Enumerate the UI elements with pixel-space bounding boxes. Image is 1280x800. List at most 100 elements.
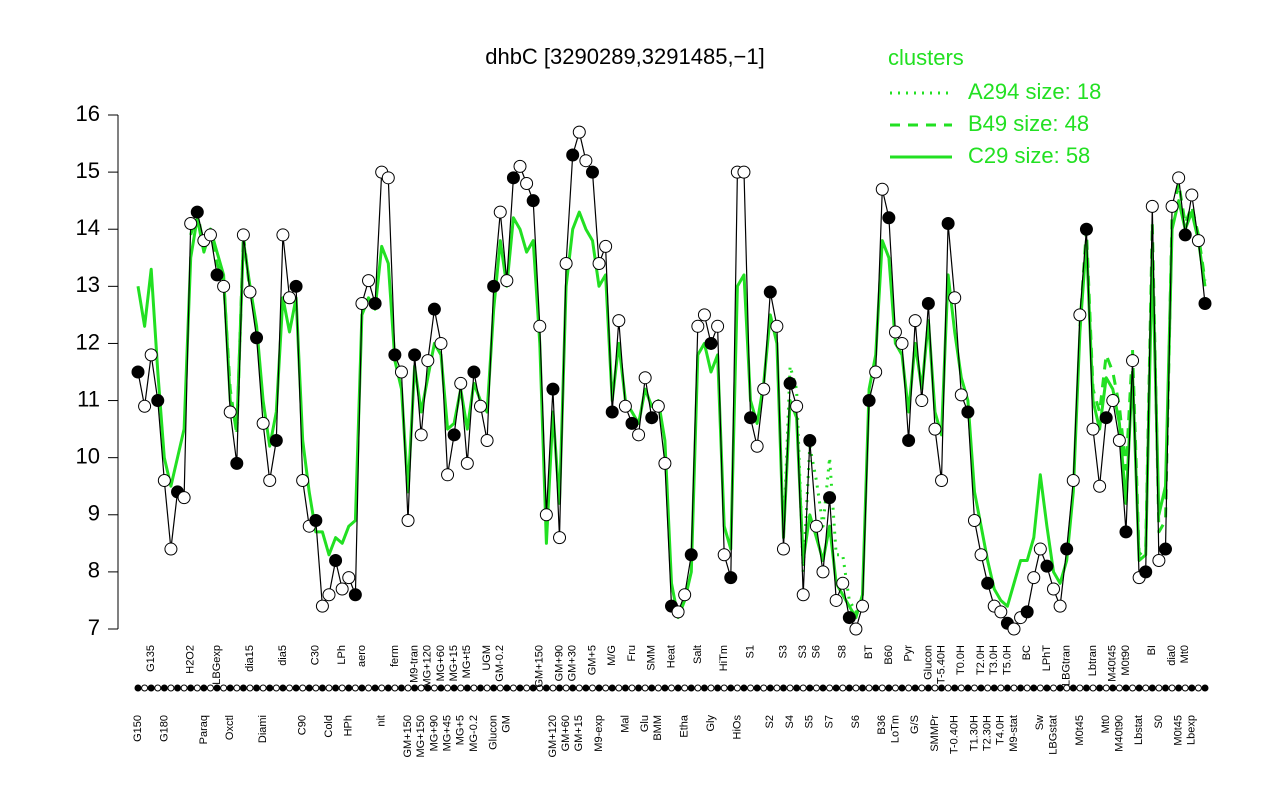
x-tick-dot [621,684,629,692]
x-tick-dot [1089,684,1097,692]
data-point [566,148,580,162]
x-tick-dot [318,684,326,692]
x-tick-dot [575,684,583,692]
data-point [776,542,790,556]
x-tick-label: C30 [310,645,322,665]
x-tick-dot [608,684,616,692]
x-tick-dot [700,684,708,692]
data-point [342,571,356,585]
data-point [829,593,843,607]
x-tick-label: GM+30 [567,645,579,681]
x-tick-dot [476,684,484,692]
x-tick-label: MG+45 [441,715,453,751]
x-tick-label: S3 [777,645,789,658]
data-point [1073,308,1087,322]
x-tick-label: Mal [619,715,631,733]
x-tick-label: SMMPr [929,715,941,752]
data-point [1099,411,1113,425]
x-tick-dot [641,684,649,692]
x-tick-dot [1069,684,1077,692]
x-tick-label: MG+15 [448,645,460,681]
x-tick-dot [1056,684,1064,692]
x-tick-dot [1076,684,1084,692]
x-tick-dot [760,684,768,692]
x-tick-label: BC [1021,645,1033,660]
x-tick-dot [1102,684,1110,692]
y-tick-label: 10 [76,443,100,468]
data-point [928,422,942,436]
data-point [572,125,586,139]
x-tick-dot [615,684,623,692]
x-tick-dot [733,684,741,692]
data-point [1053,599,1067,613]
x-tick-dot [747,684,755,692]
data-point [1033,542,1047,556]
x-tick-dot [457,684,465,692]
x-tick-dot [437,684,445,692]
x-tick-dot [569,684,577,692]
data-point [460,456,474,470]
data-point [671,605,685,619]
data-point [282,291,296,305]
data-point [263,474,277,488]
data-point [882,211,896,225]
x-tick-dot [964,684,972,692]
x-tick-dot [556,684,564,692]
data-point [487,279,501,293]
x-tick-dot [635,684,643,692]
x-tick-dot [648,684,656,692]
x-tick-label: GM+150 [402,715,414,758]
x-tick-dot [872,684,880,692]
x-tick-dot [674,684,682,692]
x-tick-dot [167,684,175,692]
x-tick-label: GM+120 [547,715,559,758]
x-tick-dot [1168,684,1176,692]
data-point [546,382,560,396]
x-tick-dot [1036,684,1044,692]
cluster-line [782,364,864,614]
x-tick-dot [503,684,511,692]
data-point [362,274,376,288]
x-tick-dot [891,684,899,692]
x-tick-dot [470,684,478,692]
x-tick-dot [365,684,373,692]
x-tick-dot [1017,684,1025,692]
data-point [322,588,336,602]
x-tick-label: T2.30H [982,715,994,751]
data-point [151,394,165,408]
legend-label: B49 size: 48 [968,111,1089,136]
x-tick-dot [707,684,715,692]
y-tick-label: 8 [88,558,100,583]
data-point [223,405,237,419]
x-tick-dot [147,684,155,692]
data-point [941,217,955,231]
x-tick-dot [859,684,867,692]
x-tick-dot [806,684,814,692]
data-point [836,576,850,590]
data-point [902,434,916,448]
x-tick-dot [174,684,182,692]
x-tick-dot [819,684,827,692]
x-tick-label: LPh [336,645,348,665]
x-tick-dot [417,684,425,692]
x-tick-dot [397,684,405,692]
data-point [1112,434,1126,448]
x-tick-dot [951,684,959,692]
x-tick-dot [911,684,919,692]
x-tick-label: Sw [1034,715,1046,730]
data-point [717,548,731,562]
y-tick-label: 14 [76,215,100,240]
x-tick-label: LBGtran [1061,645,1073,686]
data-point [210,268,224,282]
x-tick-label: MG+90 [428,715,440,751]
x-tick-dot [384,684,392,692]
data-point [599,239,613,253]
x-tick-dot [193,684,201,692]
data-point [157,474,171,488]
x-tick-dot [931,684,939,692]
x-tick-dot [187,684,195,692]
x-tick-dot [549,684,557,692]
data-point [704,336,718,350]
x-tick-label: Mt0 [1179,645,1191,663]
x-tick-dot [852,684,860,692]
